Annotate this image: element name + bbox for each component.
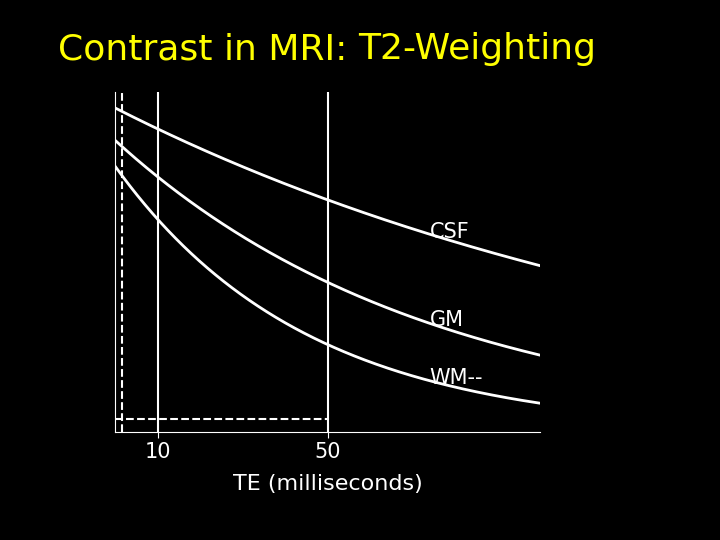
Text: WM--: WM-- — [430, 368, 483, 388]
Text: T2-Weighting: T2-Weighting — [359, 32, 596, 66]
Text: Contrast in MRI:: Contrast in MRI: — [58, 32, 359, 66]
Text: GM: GM — [430, 310, 464, 330]
Text: CSF: CSF — [430, 221, 469, 241]
X-axis label: TE (milliseconds): TE (milliseconds) — [233, 474, 423, 494]
